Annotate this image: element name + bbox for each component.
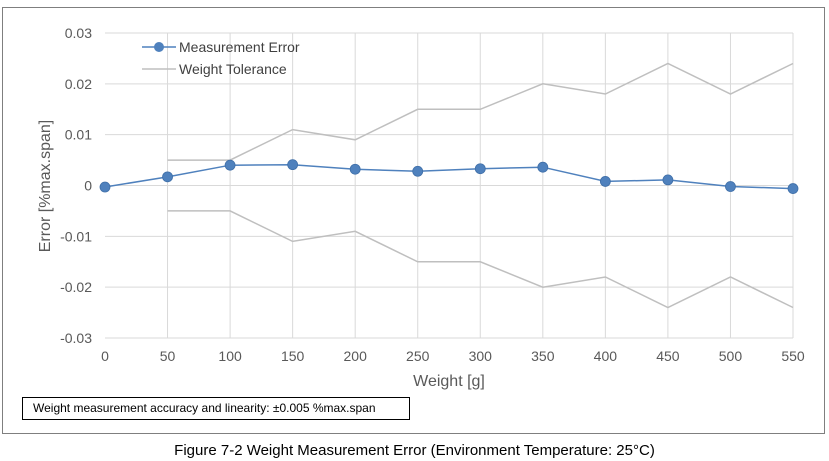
y-tick-label: -0.03 (60, 330, 92, 346)
accuracy-note: Weight measurement accuracy and linearit… (22, 397, 410, 420)
data-point-measurement-error (99, 181, 111, 193)
x-tick-labels: 0 50 100 150 200 250 300 350 400 450 500 550 (101, 348, 805, 364)
data-point-measurement-error (224, 159, 236, 171)
figure-caption: Figure 7-2 Weight Measurement Error (Env… (174, 442, 655, 459)
chart-plot: -0.03 -0.02 -0.01 0 0.01 0.02 0.03 0 50 100 150 20… (37, 25, 805, 390)
y-tick-label: -0.01 (60, 228, 92, 244)
series-line-weight-tolerance (167, 62, 794, 161)
data-point-measurement-error (599, 176, 611, 187)
x-tick-label: 450 (656, 348, 680, 364)
x-tick-label: 0 (101, 348, 109, 364)
x-axis-label: Weight [g] (413, 373, 485, 390)
y-tick-label: 0.03 (65, 25, 92, 41)
x-tick-label: 200 (344, 348, 368, 364)
x-tick-label: 100 (218, 348, 242, 364)
x-tick-label: 550 (781, 348, 805, 364)
series-line-weight-tolerance (167, 210, 794, 309)
data-point-measurement-error (787, 183, 799, 194)
data-point-measurement-error (287, 159, 299, 171)
data-point-measurement-error (162, 171, 173, 183)
legend-entry: Measurement Error (179, 39, 300, 55)
gridlines (105, 32, 794, 339)
legend-marker (154, 42, 164, 52)
x-tick-label: 150 (281, 348, 305, 364)
x-tick-label: 250 (406, 348, 430, 364)
data-point-measurement-error (412, 165, 424, 177)
x-tick-label: 400 (594, 348, 618, 364)
data-markers (99, 159, 799, 194)
y-tick-label: -0.02 (60, 279, 92, 295)
series-line-measurement-error (104, 163, 794, 190)
y-tick-labels: -0.03 -0.02 -0.01 0 0.01 0.02 0.03 (60, 25, 92, 346)
legend-entry: Weight Tolerance (179, 61, 287, 77)
y-tick-label: 0.02 (65, 76, 92, 92)
legend: Measurement Error Weight Tolerance (142, 39, 300, 77)
data-point-measurement-error (662, 174, 674, 186)
data-point-measurement-error (474, 163, 486, 175)
x-tick-label: 300 (469, 348, 493, 364)
y-axis-label: Error [%max.span] (37, 120, 54, 252)
x-tick-label: 500 (719, 348, 743, 364)
x-tick-label: 350 (531, 348, 555, 364)
y-tick-label: 0.01 (65, 127, 92, 143)
data-point-measurement-error (537, 161, 549, 173)
chart-frame (2, 7, 825, 434)
series-lines (104, 62, 794, 309)
y-tick-label: 0 (84, 178, 92, 194)
data-point-measurement-error (725, 181, 736, 192)
x-tick-label: 50 (160, 348, 176, 364)
data-point-measurement-error (349, 163, 361, 175)
